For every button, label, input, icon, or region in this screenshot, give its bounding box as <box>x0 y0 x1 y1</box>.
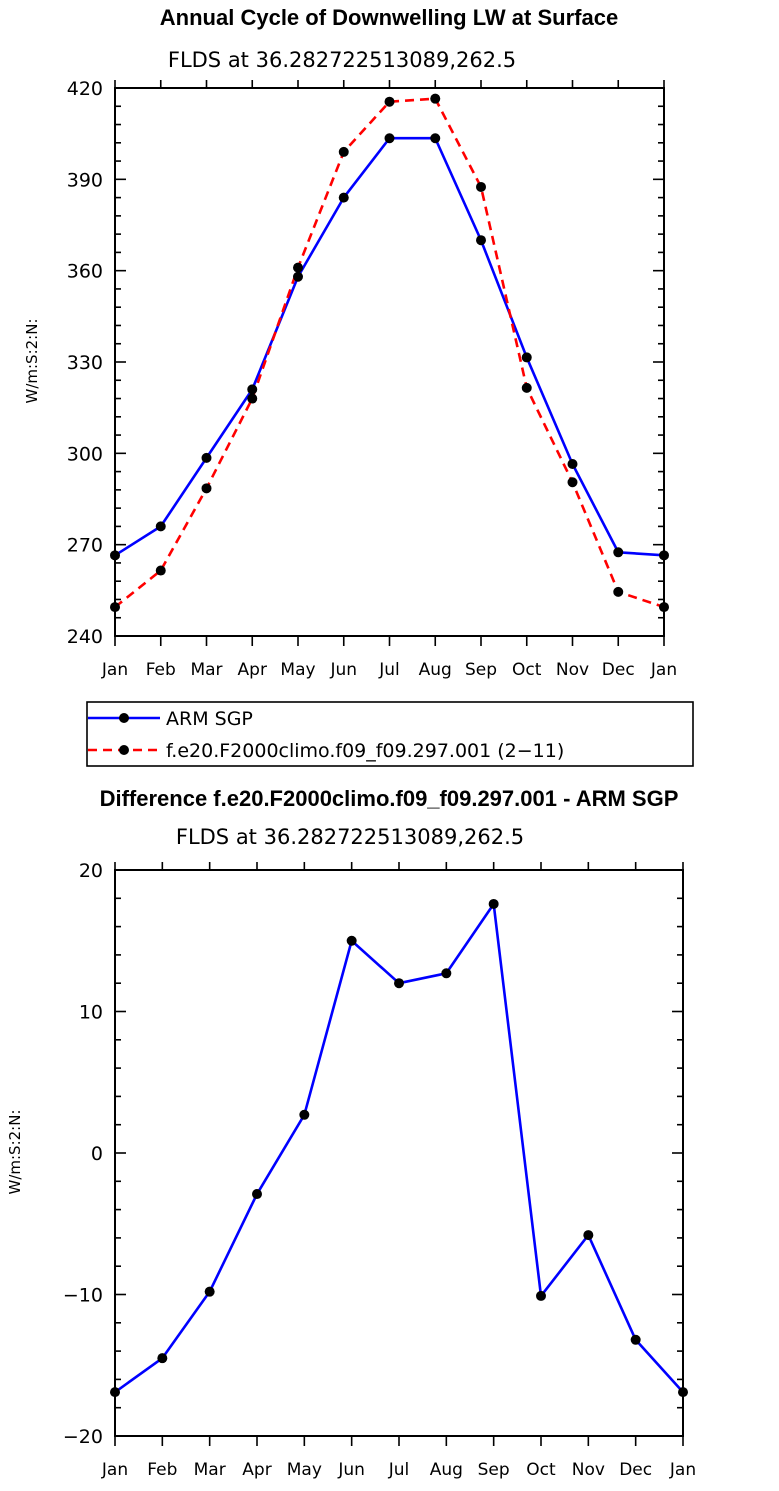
chart1-xtick-label: Jan <box>650 660 677 680</box>
chart1-xtick-label: Sep <box>465 660 497 680</box>
chart1-series-0-line <box>114 136 665 557</box>
chart2-xtick-label: May <box>287 1460 322 1480</box>
chart1-series-1-point <box>613 586 624 597</box>
chart2-ytick-label: 20 <box>79 860 103 882</box>
chart2-series-0-point <box>299 1109 310 1120</box>
chart2-series-0-line <box>114 902 684 1394</box>
chart1-ytick-label: 330 <box>67 352 103 374</box>
chart2-xtick-label: Nov <box>572 1460 605 1480</box>
chart2-xtick-label: Oct <box>526 1460 556 1480</box>
chart1-series-0-point <box>659 550 669 561</box>
chart2-series-0-point <box>204 1286 215 1297</box>
chart2-title: Difference f.e20.F2000climo.f09_f09.297.… <box>100 786 679 811</box>
chart1-ytick-label: 360 <box>67 261 103 283</box>
legend-box <box>86 701 694 767</box>
chart2-xtick-label: Feb <box>147 1460 177 1480</box>
chart2-ytick-label: 10 <box>79 1002 103 1024</box>
chart1-series-0-point <box>476 235 486 246</box>
chart1-ytick-label: 420 <box>67 78 103 100</box>
chart1-ytick-label: 300 <box>67 443 103 465</box>
chart1-series-1-point <box>110 602 120 613</box>
chart1-series-1-line <box>114 97 665 609</box>
chart1-series-1-point <box>338 146 349 157</box>
chart1-ytick-label: 390 <box>67 169 103 191</box>
chart2-series-0-point <box>488 898 499 909</box>
chart1-plot-area: 240 270 300 330 360 390 420 Jan Feb Mar Apr May Jun J… <box>67 78 677 680</box>
chart1-y-axis-label: W/m:S:2:N: <box>23 319 41 404</box>
chart2-xtick-label: Dec <box>619 1460 652 1480</box>
chart1-series-0-point <box>247 384 258 395</box>
chart2-y-axis-label: W/m:S:2:N: <box>6 1110 24 1195</box>
chart2-xtick-label: Aug <box>430 1460 463 1480</box>
legend-label-arm: ARM SGP <box>166 708 253 730</box>
chart1-series-0-point <box>384 133 395 144</box>
chart1-xtick-label: Nov <box>556 660 589 680</box>
chart1-xtick-label: Jul <box>378 660 400 680</box>
legend-marker-arm <box>119 713 129 723</box>
chart1-series-1-point <box>659 602 669 613</box>
chart2-series-0-point <box>536 1290 546 1301</box>
chart1-series-1-point <box>476 181 486 192</box>
legend-label-model: f.e20.F2000climo.f09_f09.297.001 (2−11) <box>166 740 564 762</box>
chart1-xtick-label: Dec <box>602 660 635 680</box>
chart1-series-0-point <box>110 550 120 561</box>
chart1-series-1-point <box>293 262 303 273</box>
chart1-xtick-label: May <box>280 660 315 680</box>
chart1-series-1-point <box>567 477 578 488</box>
chart2-ytick-label: −10 <box>63 1285 103 1307</box>
chart1-title: Annual Cycle of Downwelling LW at Surfac… <box>160 5 618 30</box>
chart1-series-0-point <box>293 271 303 282</box>
chart2-series-0-point <box>252 1189 262 1200</box>
chart2-xtick-label: Jan <box>101 1460 128 1480</box>
chart1-series-0-point <box>430 133 441 144</box>
chart2-series-0-point <box>678 1387 688 1398</box>
chart1-xtick-label: Aug <box>419 660 452 680</box>
chart1-series-1-point <box>430 93 441 104</box>
chart2-series-0-point <box>157 1353 168 1364</box>
chart2-xtick-label: Apr <box>242 1460 271 1480</box>
chart2-xtick-label: Jul <box>388 1460 410 1480</box>
chart1-xtick-label: Feb <box>146 660 176 680</box>
chart1-series-1-point <box>521 382 532 393</box>
chart1-series-0-point <box>338 192 349 203</box>
chart1-ytick-label: 240 <box>67 626 103 648</box>
chart2-xtick-label: Mar <box>194 1460 226 1480</box>
chart2-series-0-point <box>441 968 452 979</box>
legend-marker-model <box>119 745 129 755</box>
chart1-xtick-label: Apr <box>238 660 267 680</box>
chart1-xtick-label: Jun <box>329 660 357 680</box>
chart1-frame <box>114 87 665 637</box>
chart2-series-0-point <box>346 935 357 946</box>
chart2-xtick-label: Jun <box>337 1460 365 1480</box>
chart1-series-0-point <box>201 452 212 463</box>
chart1-series-0-point <box>613 547 624 558</box>
chart2-ytick-label: 0 <box>91 1143 103 1165</box>
chart2-ytick-label: −20 <box>63 1426 103 1448</box>
chart2-xtick-label: Sep <box>478 1460 510 1480</box>
chart2-series-0-point <box>583 1230 594 1241</box>
chart1-xtick-label: Mar <box>190 660 222 680</box>
chart2-frame <box>114 869 684 1437</box>
chart1-legend: ARM SGP f.e20.F2000climo.f09_f09.297.001… <box>86 701 694 767</box>
chart2-series-0-point <box>394 978 404 989</box>
chart1-subtitle: FLDS at 36.282722513089,262.5 <box>168 48 516 72</box>
chart1-ytick-label: 270 <box>67 535 103 557</box>
chart1-series-1-point <box>247 393 258 404</box>
chart2-plot-area: −20 −10 0 10 20 Jan Feb Mar Apr May Jun Jul Aug Sep Oc… <box>63 860 696 1480</box>
chart1-xtick-label: Jan <box>101 660 128 680</box>
chart2-series-0-point <box>110 1387 120 1398</box>
chart1-series-0-point <box>521 352 532 363</box>
chart1-series-1-point <box>384 96 395 107</box>
chart1-xtick-label: Oct <box>512 660 542 680</box>
chart2-xtick-label: Jan <box>669 1460 696 1480</box>
chart2-series-0-point <box>630 1334 641 1345</box>
chart1-series-1-point <box>155 565 166 576</box>
chart1-series-0-point <box>567 458 578 469</box>
chart1-series-1-point <box>201 483 212 494</box>
chart1-series-0-point <box>155 521 166 532</box>
chart2-subtitle: FLDS at 36.282722513089,262.5 <box>176 825 524 849</box>
